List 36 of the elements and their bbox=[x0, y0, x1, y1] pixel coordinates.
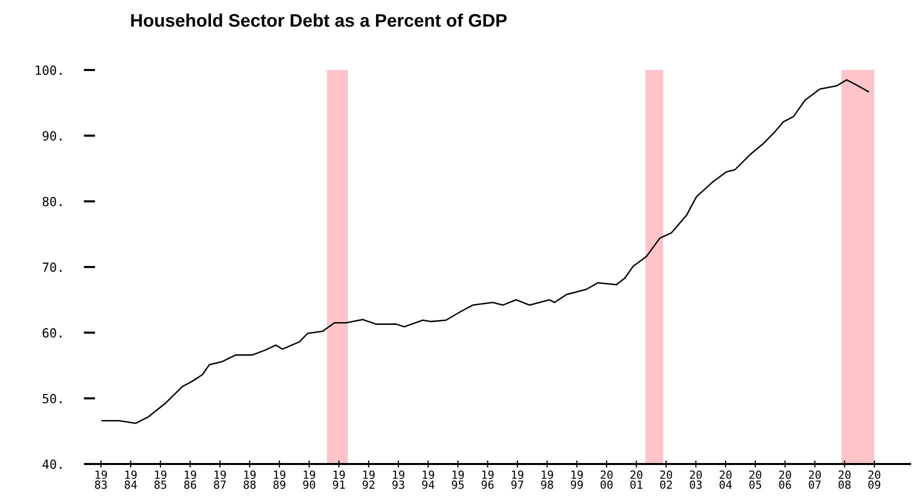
x-tick-label: 19 85 bbox=[154, 470, 166, 489]
x-tick-label: 19 96 bbox=[482, 470, 494, 489]
y-tick-label: 40. bbox=[42, 460, 62, 469]
x-tick-label: 19 94 bbox=[422, 470, 434, 489]
x-tick-label: 19 91 bbox=[332, 470, 345, 489]
y-tick-label: 70. bbox=[42, 262, 62, 272]
x-tick-label: 19 86 bbox=[184, 470, 196, 489]
x-tick-label: 19 95 bbox=[452, 470, 464, 489]
x-tick-label: 20 07 bbox=[808, 470, 821, 489]
x-tick-label: 20 01 bbox=[630, 470, 642, 489]
chart-title: Household Sector Debt as a Percent of GDP bbox=[131, 14, 507, 27]
x-tick-label: 19 97 bbox=[511, 470, 524, 489]
x-tick-label: 19 88 bbox=[244, 470, 256, 489]
x-tick-label: 20 09 bbox=[868, 470, 880, 489]
x-tick-label: 19 89 bbox=[273, 470, 286, 489]
y-tick-label: 60. bbox=[42, 328, 62, 338]
x-tick-label: 19 84 bbox=[124, 470, 137, 489]
x-tick-label: 19 90 bbox=[303, 470, 316, 489]
x-tick-label: 20 03 bbox=[690, 470, 702, 489]
y-tick-label: 100. bbox=[36, 66, 62, 75]
x-tick-label: 20 06 bbox=[779, 470, 792, 489]
x-tick-label: 19 99 bbox=[570, 470, 583, 489]
y-tick-label: 90. bbox=[42, 131, 62, 141]
x-tick-label: 20 08 bbox=[838, 470, 851, 489]
y-tick-label: 80. bbox=[42, 196, 62, 206]
y-tick-label: 50. bbox=[42, 394, 62, 404]
x-tick-label: 20 04 bbox=[720, 470, 732, 489]
x-tick-label: 19 92 bbox=[362, 470, 375, 489]
x-tick-label: 19 98 bbox=[541, 470, 554, 489]
x-tick-label: 19 87 bbox=[214, 470, 226, 489]
x-tick-label: 20 05 bbox=[749, 470, 762, 489]
line-series bbox=[101, 79, 870, 424]
x-tick-label: 20 00 bbox=[600, 470, 613, 489]
x-tick-label: 19 93 bbox=[392, 470, 404, 489]
x-tick-label: 20 02 bbox=[660, 470, 672, 489]
x-tick-label: 19 83 bbox=[94, 470, 107, 489]
